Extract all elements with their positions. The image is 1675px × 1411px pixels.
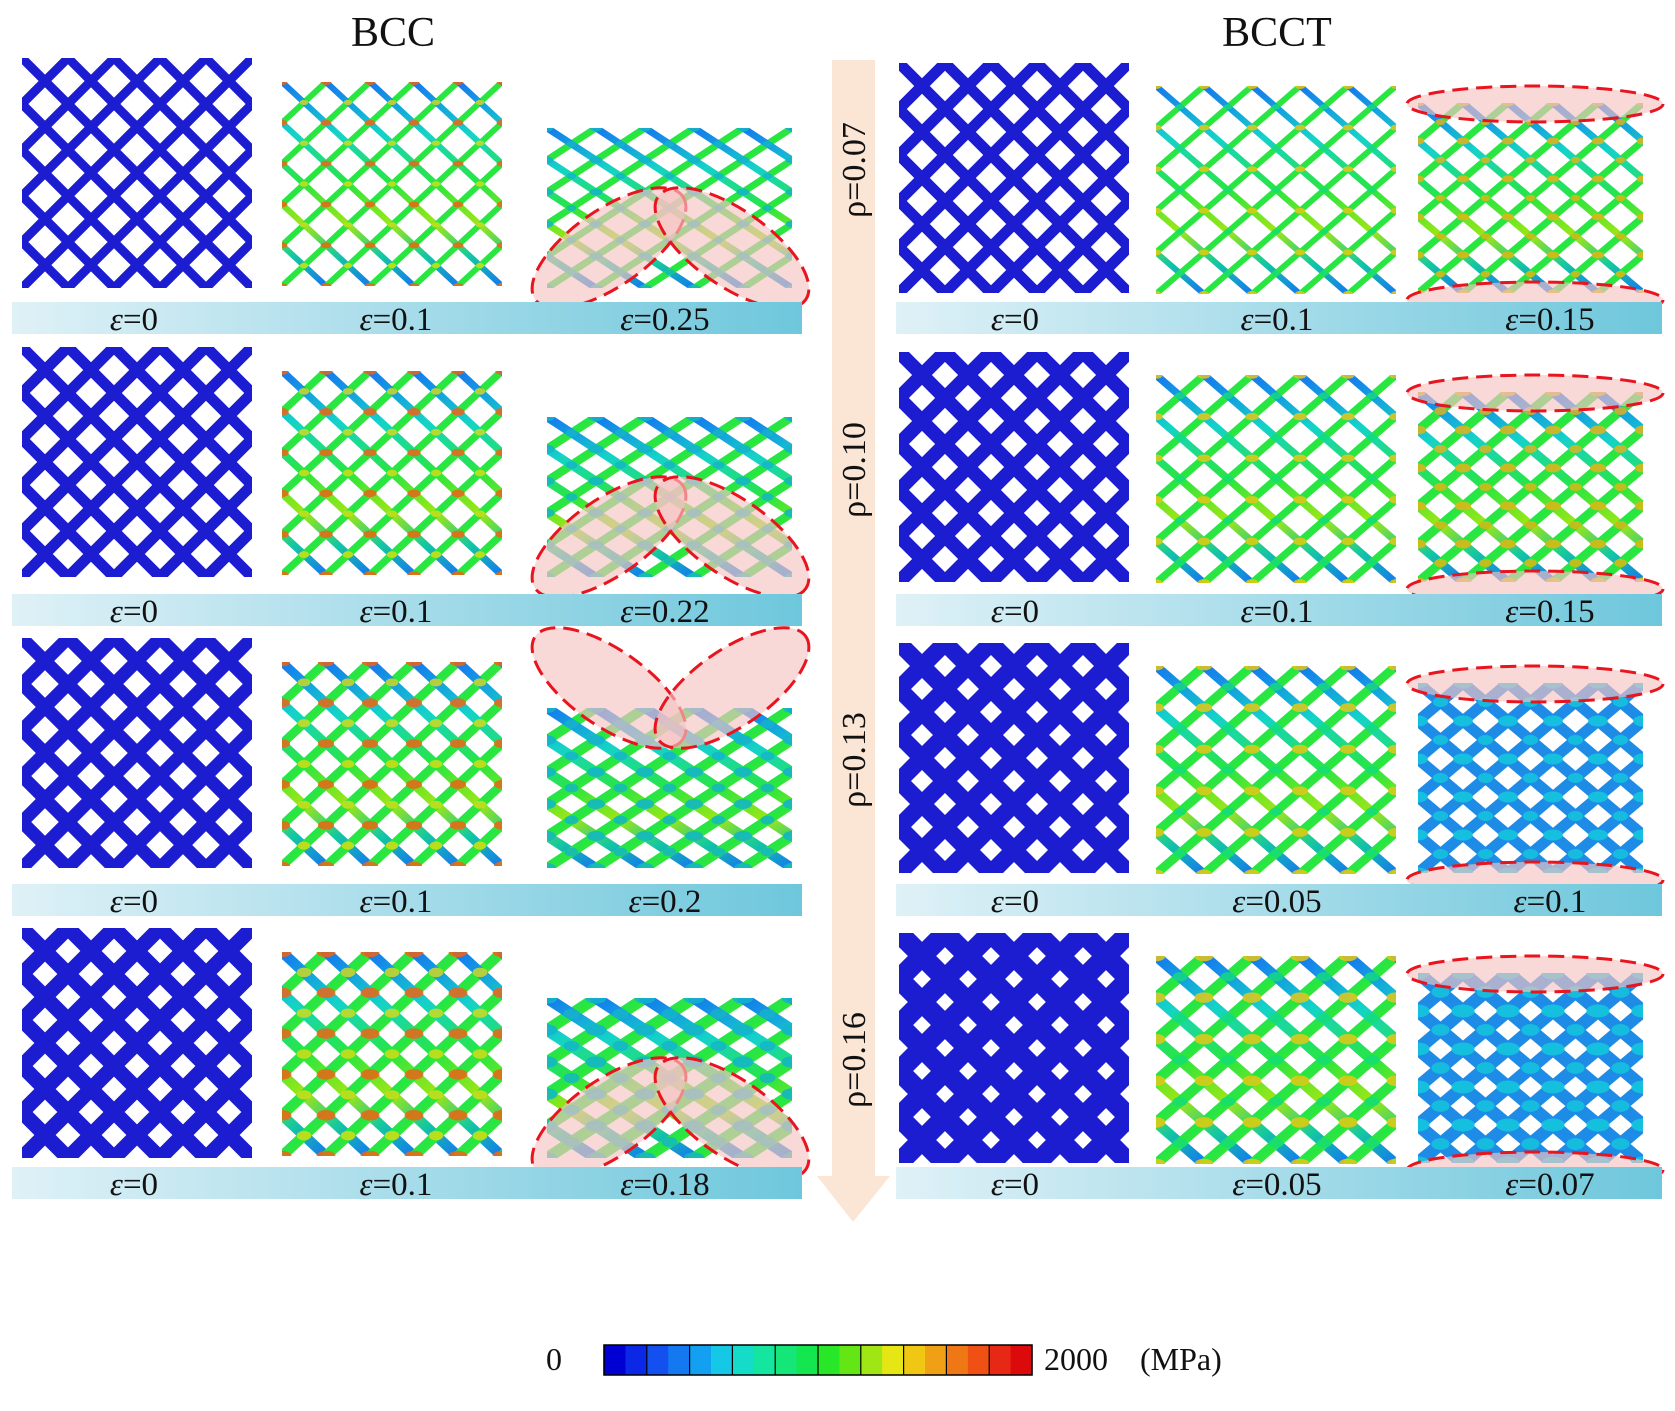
bcct-panel-intermediate	[1156, 666, 1396, 874]
colorbar-frame	[603, 1344, 1033, 1376]
bcc-strain-label: ε=0.1	[360, 884, 433, 920]
bcct-strain-label: ε=0.15	[1505, 594, 1594, 630]
bcct-strain-label: ε=0.1	[1241, 594, 1314, 630]
bcc-shear-band-right	[653, 186, 811, 310]
bcc-panel-undeformed	[22, 347, 252, 577]
bcct-strain-label: ε=0	[991, 594, 1039, 630]
colorbar-segment	[796, 1345, 819, 1375]
bcc-title: BCC	[351, 10, 435, 56]
bcct-crush-zone-top	[1405, 664, 1665, 704]
density-label: ρ=0.10	[836, 422, 873, 518]
bcc-strain-bar	[12, 302, 802, 334]
bcct-strain-label: ε=0	[991, 884, 1039, 920]
bcct-panel-final	[1418, 392, 1643, 582]
bcct-panel-final	[1418, 103, 1643, 293]
bcct-panel-intermediate	[1156, 956, 1396, 1164]
colorbar-segment	[604, 1345, 626, 1375]
bcct-strain-bar	[896, 302, 1662, 334]
bcc-panel-undeformed	[22, 928, 252, 1158]
bcc-panel-undeformed	[22, 58, 252, 288]
bcct-title: BCCT	[1222, 10, 1332, 56]
bcc-panel-intermediate	[282, 662, 502, 866]
colorbar-segment	[989, 1345, 1012, 1375]
colorbar-segment	[753, 1345, 776, 1375]
bcct-strain-label: ε=0.15	[1505, 302, 1594, 338]
colorbar-segment	[732, 1345, 755, 1375]
colorbar-segment	[925, 1345, 947, 1375]
colorbar-segment	[775, 1345, 798, 1375]
colorbar-segment	[625, 1345, 648, 1375]
bcc-strain-label: ε=0.25	[620, 302, 709, 338]
bcc-strain-label: ε=0.2	[629, 884, 702, 920]
colorbar-unit: (MPa)	[1140, 1341, 1222, 1377]
bcc-shear-band-right	[653, 1056, 811, 1180]
colorbar: 0 2000 (MPa)	[546, 1341, 1222, 1377]
bcc-panel-intermediate	[282, 952, 502, 1156]
bcc-shear-band-right	[653, 626, 811, 750]
colorbar-segment	[839, 1345, 862, 1375]
bcc-strain-label: ε=0	[110, 1167, 158, 1203]
colorbar-scale	[603, 1344, 1033, 1376]
colorbar-segment	[668, 1345, 691, 1375]
bcc-strain-label: ε=0	[110, 884, 158, 920]
bcct-strain-label: ε=0	[991, 1167, 1039, 1203]
bcct-panel-final	[1418, 683, 1643, 873]
density-label: ρ=0.16	[836, 1012, 873, 1108]
bcc-strain-bar	[12, 1167, 802, 1199]
bcct-strain-label: ε=0.05	[1232, 1167, 1321, 1203]
bcct-strain-label: ε=0.1	[1241, 302, 1314, 338]
bcc-shear-band-right	[653, 475, 811, 599]
bcct-crush-zone-top	[1405, 84, 1665, 124]
row-4: ε=0 ε=0.1 ε=0.18 ε=0 ε=0.05 ε=0.07 ρ=0.16	[12, 928, 1665, 1203]
colorbar-segment	[860, 1345, 883, 1375]
bcct-panel-undeformed	[899, 63, 1129, 293]
bcc-strain-label: ε=0.18	[620, 1167, 709, 1203]
bcct-strain-label: ε=0	[991, 302, 1039, 338]
bcc-strain-label: ε=0	[110, 594, 158, 630]
bcct-strain-bar	[896, 1167, 1662, 1199]
colorbar-segment	[711, 1345, 733, 1375]
bcct-crush-zone-top	[1405, 373, 1665, 413]
bcct-panel-undeformed	[899, 352, 1129, 582]
bcct-strain-label: ε=0.1	[1514, 884, 1587, 920]
colorbar-max-label: 2000	[1044, 1341, 1108, 1377]
colorbar-segment	[646, 1345, 669, 1375]
bcct-crush-zone-top	[1405, 954, 1665, 994]
bcc-strain-label: ε=0.1	[360, 1167, 433, 1203]
bcc-panel-intermediate	[282, 371, 502, 575]
row-2: ε=0 ε=0.1 ε=0.22 ε=0 ε=0.1 ε=0.15 ρ=0.10	[12, 347, 1665, 630]
density-label: ρ=0.07	[836, 122, 873, 218]
bcc-strain-label: ε=0.1	[360, 302, 433, 338]
bcct-strain-bar	[896, 594, 1662, 626]
colorbar-segment	[818, 1345, 840, 1375]
bcc-panel-undeformed	[22, 638, 252, 868]
colorbar-min-label: 0	[546, 1341, 562, 1377]
colorbar-segment	[946, 1345, 969, 1375]
bcct-panel-intermediate	[1156, 86, 1396, 294]
row-1: ε=0 ε=0.1 ε=0.25 ε=0 ε=0.1 ε=0.15 ρ=0.07	[12, 58, 1665, 338]
row-3: ε=0 ε=0.1 ε=0.2 ε=0 ε=0.05 ε=0.1 ρ=0.13	[12, 626, 1665, 920]
bcc-panel-intermediate	[282, 82, 502, 286]
colorbar-segment	[967, 1345, 990, 1375]
bcct-panel-final	[1418, 973, 1643, 1163]
bcct-strain-label: ε=0.07	[1505, 1167, 1594, 1203]
bcc-strain-bar	[12, 884, 802, 916]
colorbar-segment	[1010, 1345, 1033, 1375]
colorbar-segment	[882, 1345, 905, 1375]
bcct-strain-label: ε=0.05	[1232, 884, 1321, 920]
bcc-strain-label: ε=0.1	[360, 594, 433, 630]
density-label: ρ=0.13	[836, 712, 873, 808]
bcc-strain-label: ε=0	[110, 302, 158, 338]
bcct-panel-undeformed	[899, 933, 1129, 1163]
density-arrow	[817, 60, 890, 1222]
bcc-strain-label: ε=0.22	[620, 594, 709, 630]
bcct-panel-undeformed	[899, 643, 1129, 873]
colorbar-segment	[689, 1345, 712, 1375]
bcc-strain-bar	[12, 594, 802, 626]
bcct-strain-bar	[896, 884, 1662, 916]
colorbar-segment	[903, 1345, 926, 1375]
bcct-panel-intermediate	[1156, 375, 1396, 583]
